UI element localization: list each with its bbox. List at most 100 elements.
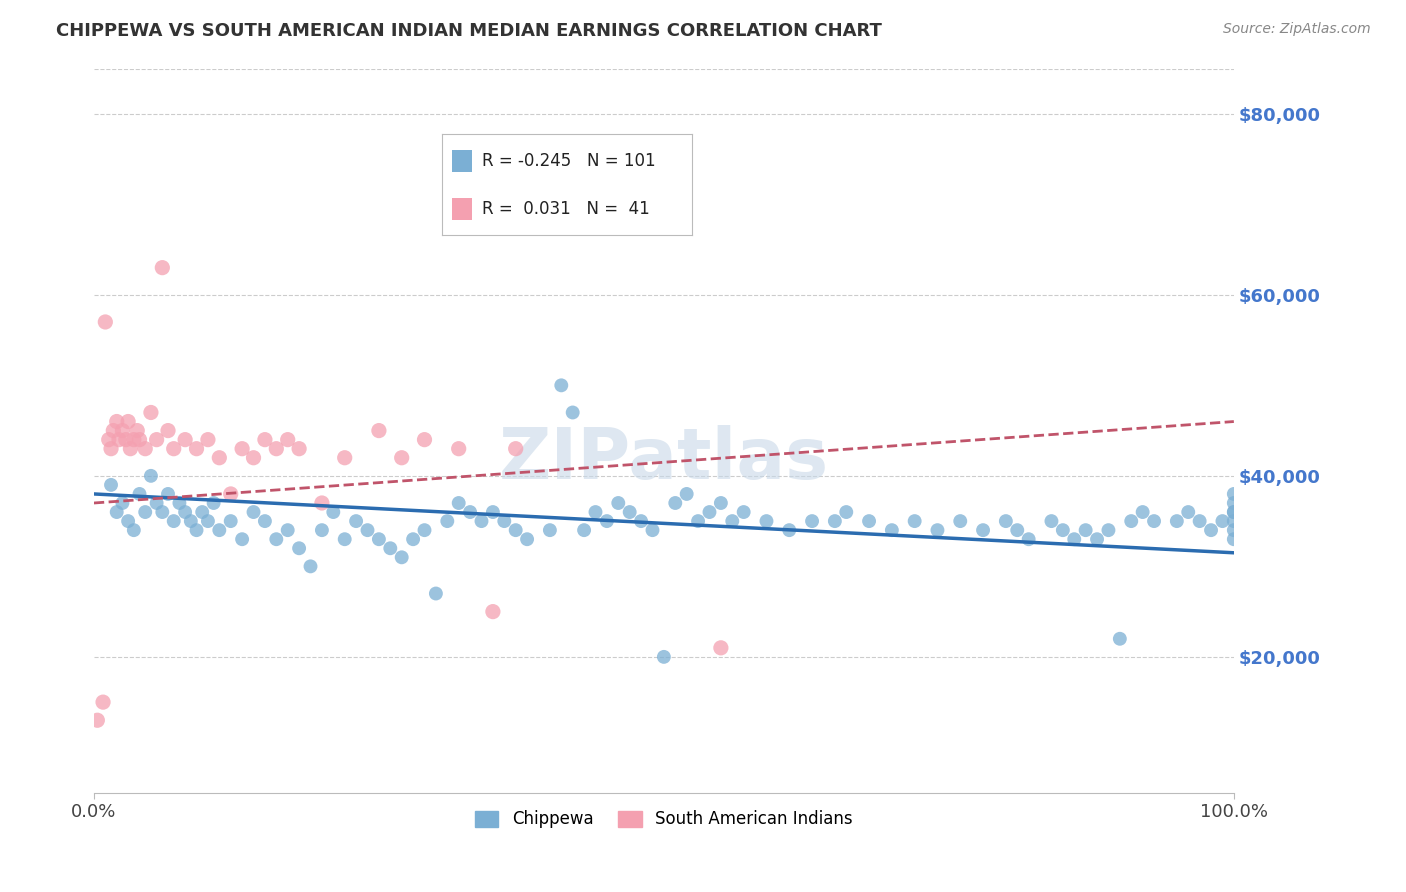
Point	[436, 514, 458, 528]
Point	[277, 433, 299, 447]
Point	[413, 523, 436, 537]
Point	[904, 514, 927, 528]
Point	[585, 505, 607, 519]
Point	[186, 442, 208, 456]
Point	[1211, 514, 1233, 528]
Point	[128, 433, 150, 447]
Point	[1223, 505, 1246, 519]
Point	[122, 433, 145, 447]
Point	[231, 532, 253, 546]
Point	[755, 514, 778, 528]
Point	[105, 505, 128, 519]
Point	[1007, 523, 1029, 537]
Point	[367, 532, 389, 546]
Point	[94, 315, 117, 329]
Point	[858, 514, 880, 528]
Point	[266, 442, 288, 456]
Point	[482, 605, 505, 619]
Point	[253, 433, 276, 447]
Text: Source: ZipAtlas.com: Source: ZipAtlas.com	[1223, 22, 1371, 37]
Point	[607, 496, 630, 510]
Point	[1177, 505, 1199, 519]
Point	[111, 424, 134, 438]
Point	[880, 523, 903, 537]
Point	[139, 468, 162, 483]
Point	[1143, 514, 1166, 528]
Point	[208, 523, 231, 537]
Point	[778, 523, 800, 537]
Point	[596, 514, 619, 528]
Point	[128, 487, 150, 501]
Point	[572, 523, 595, 537]
Point	[266, 532, 288, 546]
Point	[505, 442, 527, 456]
Point	[1223, 487, 1246, 501]
Point	[288, 541, 311, 556]
Point	[1223, 514, 1246, 528]
Point	[134, 442, 156, 456]
Point	[180, 514, 202, 528]
Point	[174, 433, 197, 447]
Point	[1223, 532, 1246, 546]
Point	[163, 514, 186, 528]
Point	[299, 559, 322, 574]
Point	[1074, 523, 1097, 537]
Point	[1040, 514, 1063, 528]
Point	[675, 487, 697, 501]
Point	[494, 514, 516, 528]
Point	[91, 695, 114, 709]
Point	[1097, 523, 1119, 537]
Point	[242, 505, 264, 519]
Point	[139, 405, 162, 419]
Point	[380, 541, 402, 556]
Point	[1223, 523, 1246, 537]
Point	[994, 514, 1017, 528]
Point	[356, 523, 378, 537]
Point	[100, 442, 122, 456]
Point	[1199, 523, 1222, 537]
Point	[824, 514, 846, 528]
Point	[277, 523, 299, 537]
Point	[391, 550, 413, 565]
Legend: Chippewa, South American Indians: Chippewa, South American Indians	[468, 804, 859, 835]
Point	[103, 424, 125, 438]
Point	[1085, 532, 1108, 546]
Point	[550, 378, 572, 392]
Point	[174, 505, 197, 519]
Point	[219, 487, 242, 501]
Point	[288, 442, 311, 456]
Point	[505, 523, 527, 537]
Point	[1223, 505, 1246, 519]
Point	[311, 496, 333, 510]
Point	[145, 433, 167, 447]
Point	[652, 649, 675, 664]
Point	[447, 442, 470, 456]
Point	[733, 505, 755, 519]
Point	[391, 450, 413, 465]
Point	[231, 442, 253, 456]
Point	[242, 450, 264, 465]
Text: ZIPatlas: ZIPatlas	[499, 425, 830, 494]
Point	[122, 523, 145, 537]
Point	[120, 442, 142, 456]
Point	[134, 505, 156, 519]
Point	[1121, 514, 1143, 528]
Point	[157, 487, 180, 501]
Point	[367, 424, 389, 438]
Point	[108, 433, 131, 447]
Point	[835, 505, 858, 519]
Point	[538, 523, 561, 537]
Point	[169, 496, 191, 510]
Point	[197, 514, 219, 528]
Point	[927, 523, 949, 537]
Point	[202, 496, 225, 510]
Point	[699, 505, 721, 519]
Point	[413, 433, 436, 447]
Point	[333, 532, 356, 546]
Point	[311, 523, 333, 537]
Point	[482, 505, 505, 519]
Point	[1052, 523, 1074, 537]
Point	[630, 514, 652, 528]
Point	[710, 640, 733, 655]
Text: CHIPPEWA VS SOUTH AMERICAN INDIAN MEDIAN EARNINGS CORRELATION CHART: CHIPPEWA VS SOUTH AMERICAN INDIAN MEDIAN…	[56, 22, 882, 40]
